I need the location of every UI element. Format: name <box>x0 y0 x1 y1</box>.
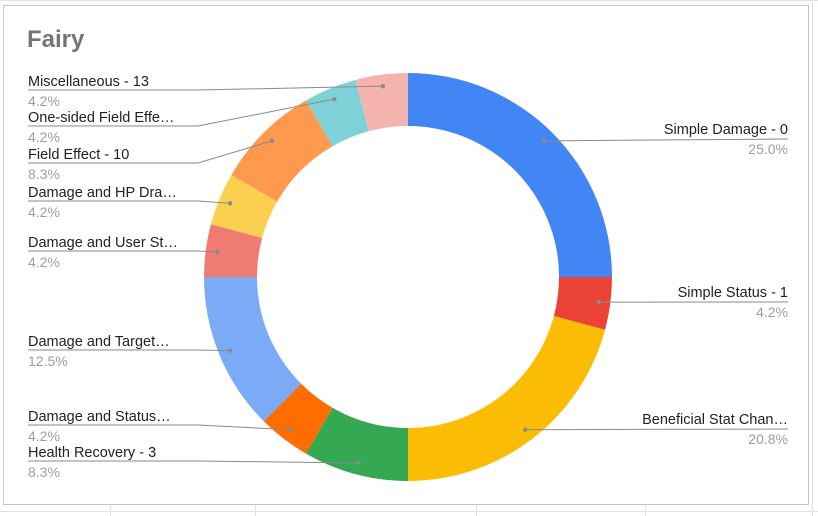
slice-label: Field Effect - 10 <box>28 147 129 163</box>
slice-percent-label: 4.2% <box>28 254 60 270</box>
slice-label: Beneficial Stat Chan… <box>642 412 788 428</box>
chart-title: Fairy <box>27 26 85 53</box>
leader-dot <box>355 460 361 466</box>
donut-slice[interactable] <box>210 175 278 238</box>
leader-line <box>525 428 789 431</box>
slice-percent-label: 8.3% <box>28 464 60 480</box>
leader-line <box>28 200 231 204</box>
leader-dot <box>541 138 547 144</box>
slice-percent-label: 4.2% <box>28 129 60 145</box>
donut-slice[interactable] <box>408 316 606 481</box>
slice-label: Miscellaneous - 13 <box>28 74 149 90</box>
leader-dot <box>522 427 528 432</box>
donut-slice[interactable] <box>306 79 369 147</box>
slice-percent-label: 4.2% <box>28 93 60 109</box>
leader-line <box>544 138 789 142</box>
leader-line <box>28 460 359 464</box>
slice-label: Damage and Status… <box>28 409 171 425</box>
leader-dot <box>288 427 294 432</box>
leader-dot <box>380 83 386 89</box>
slice-percent-label: 4.2% <box>28 428 60 444</box>
leader-dot <box>332 96 337 102</box>
leader-line <box>28 85 383 91</box>
leader-line <box>28 98 335 127</box>
slice-percent-label: 25.0% <box>748 141 788 157</box>
leader-dot <box>227 348 233 353</box>
slice-percent-label: 4.2% <box>756 304 788 320</box>
donut-slice[interactable] <box>204 224 263 277</box>
slice-percent-label: 4.2% <box>28 204 60 220</box>
leader-dot <box>227 201 233 206</box>
slice-percent-label: 20.8% <box>748 431 788 447</box>
slice-label: Simple Status - 1 <box>678 285 788 301</box>
leader-dot <box>214 249 220 255</box>
slice-label: Damage and HP Dra… <box>28 185 177 201</box>
donut-slice[interactable] <box>355 73 408 132</box>
donut-slice[interactable] <box>553 277 612 330</box>
donut-slice[interactable] <box>231 100 333 202</box>
slice-label: One-sided Field Effe… <box>28 110 174 126</box>
slice-label: Health Recovery - 3 <box>28 445 156 461</box>
slice-percent-label: 8.3% <box>28 166 60 182</box>
leader-dot <box>596 299 602 305</box>
leader-line <box>28 349 231 352</box>
leader-line <box>28 424 291 431</box>
leader-dot <box>269 138 275 144</box>
leader-line <box>28 250 218 253</box>
donut-slice[interactable] <box>263 383 333 454</box>
slice-percent-label: 12.5% <box>28 353 68 369</box>
slice-label: Simple Damage - 0 <box>664 122 788 138</box>
slice-label: Damage and User St… <box>28 235 178 251</box>
donut-slice[interactable] <box>204 277 302 422</box>
slice-label: Damage and Target… <box>28 334 170 350</box>
leader-line <box>28 140 273 164</box>
donut-slice[interactable] <box>408 73 612 277</box>
